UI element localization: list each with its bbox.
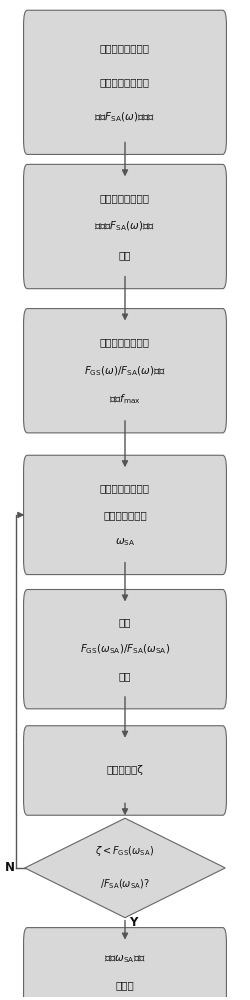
Text: 根据两分布的近似: 根据两分布的近似: [100, 193, 150, 203]
Text: 数值: 数值: [119, 250, 131, 260]
Text: 接受$\omega_{\mathrm{SA}}$作为: 接受$\omega_{\mathrm{SA}}$作为: [104, 953, 146, 965]
FancyBboxPatch shape: [24, 309, 226, 433]
Text: $F_{\mathrm{GS}}(\omega)/F_{\mathrm{SA}}(\omega)$的最: $F_{\mathrm{GS}}(\omega)/F_{\mathrm{SA}}…: [84, 364, 166, 378]
FancyBboxPatch shape: [24, 10, 226, 154]
Text: 计算含选抽样函数: 计算含选抽样函数: [100, 337, 150, 347]
Text: $/F_{\mathrm{SA}}(\omega_{\mathrm{SA}})$?: $/F_{\mathrm{SA}}(\omega_{\mathrm{SA}})$…: [100, 878, 150, 891]
Text: 计算: 计算: [119, 617, 131, 627]
Text: 抽样值: 抽样值: [116, 980, 134, 990]
Text: 抽样随机数ζ: 抽样随机数ζ: [106, 765, 144, 775]
Text: 大值$f_{\mathrm{max}}$: 大值$f_{\mathrm{max}}$: [109, 392, 141, 406]
Text: 确定小角近似的多: 确定小角近似的多: [100, 43, 150, 53]
Text: 次散射角余弦分布: 次散射角余弦分布: [100, 77, 150, 87]
FancyBboxPatch shape: [24, 164, 226, 289]
FancyBboxPatch shape: [24, 928, 226, 1000]
Text: $\zeta<F_{\mathrm{GS}}(\omega_{\mathrm{SA}})$: $\zeta<F_{\mathrm{GS}}(\omega_{\mathrm{S…: [96, 844, 154, 858]
FancyBboxPatch shape: [24, 455, 226, 575]
FancyBboxPatch shape: [24, 589, 226, 709]
Text: $\omega_{\mathrm{SA}}$: $\omega_{\mathrm{SA}}$: [115, 536, 135, 548]
FancyBboxPatch shape: [24, 726, 226, 815]
Text: $F_{\mathrm{GS}}(\omega_{\mathrm{SA}})/F_{\mathrm{SA}}(\omega_{\mathrm{SA}})$: $F_{\mathrm{GS}}(\omega_{\mathrm{SA}})/F…: [80, 642, 170, 656]
Text: 多次散射角余弦: 多次散射角余弦: [103, 510, 147, 520]
Text: 函数$F_{\mathrm{SA}}(\omega)$的形式: 函数$F_{\mathrm{SA}}(\omega)$的形式: [94, 110, 156, 124]
Polygon shape: [25, 818, 225, 918]
Text: 性确定$F_{\mathrm{SA}}(\omega)$的参: 性确定$F_{\mathrm{SA}}(\omega)$的参: [94, 220, 156, 233]
Text: 从该分布函数抽样: 从该分布函数抽样: [100, 483, 150, 493]
Text: Y: Y: [129, 916, 138, 929]
Text: 的值: 的值: [119, 671, 131, 681]
Text: N: N: [5, 861, 15, 874]
